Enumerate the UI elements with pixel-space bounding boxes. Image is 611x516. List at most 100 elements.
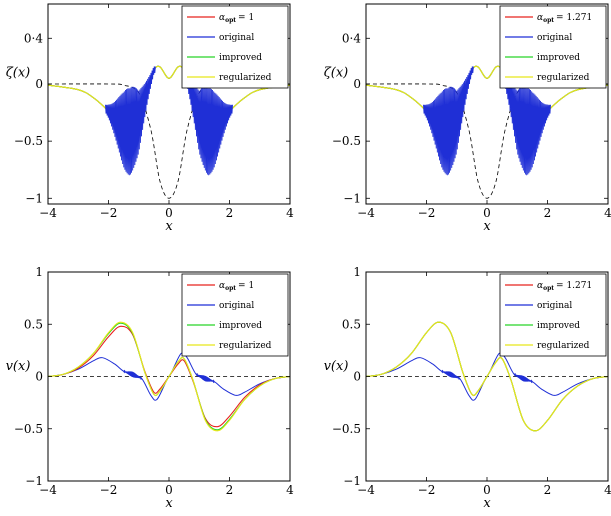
x-tick-label: −2 [100,206,118,220]
legend-alpha-value: = 1 [238,13,254,23]
x-axis-label: x [165,219,173,234]
legend-alpha-value: = 1.271 [556,281,592,291]
y-axis-label: ζ(x) [6,66,31,81]
dashed-reference-line [366,83,608,199]
oscillation-band [105,66,156,176]
legend-box [499,5,607,89]
legend-label: improved [219,53,262,63]
y-axis-label: v(x) [6,359,31,374]
plot-area [48,321,290,432]
legend-label: original [537,33,572,43]
y-tick-label: −0.5 [332,134,361,148]
oscillation-band [513,372,533,384]
legend-label: αopt = 1 [219,13,254,24]
oscillation-band [195,372,215,384]
x-axis-label: x [165,496,173,511]
legend-label: regularized [537,341,590,351]
oscillation-band [123,369,143,381]
y-tick-label: 1 [353,265,361,279]
legend: αopt = 1 original improved regularized [181,273,289,357]
legend-box [181,5,289,89]
x-tick-label: −4 [357,483,375,497]
y-axis-label: v(x) [324,359,349,374]
panel-top-left: −4 −2 0 2 4 −1 −0.5 0 0·4 x ζ(x) αopt = 1 original imp… [6,3,294,234]
legend-alpha-value: = 1.271 [556,13,592,23]
oscillation-band [441,369,461,381]
y-tick-label: −0.5 [14,422,43,436]
legend-label: αopt = 1 [219,281,254,292]
y-axis-label: ζ(x) [324,66,349,81]
legend: αopt = 1.271 original improved regularized [499,273,607,357]
legend-label: regularized [219,341,272,351]
x-tick-label: 0 [483,206,491,220]
oscillation-band [423,66,474,176]
y-tick-label: 0 [353,77,361,91]
legend-label: improved [219,321,262,331]
series-line-regularized [366,321,608,432]
plot-area [366,321,608,432]
legend-label: regularized [537,73,590,83]
dashed-reference-line [48,83,290,199]
x-tick-label: −2 [418,483,436,497]
legend-box [181,273,289,357]
x-tick-label: 4 [604,483,611,497]
legend-alpha-subscript: opt [225,285,236,292]
y-tick-label: −1 [343,474,361,488]
legend-label: αopt = 1.271 [537,281,592,292]
legend: αopt = 1.271 original improved regularized [499,5,607,89]
legend-box [499,273,607,357]
y-tick-label: −1 [25,191,43,205]
x-tick-label: 2 [544,206,552,220]
panel-bottom-right: −4 −2 0 2 4 −1 −0.5 0 0.5 1 x v(x) αopt = 1.271 origin… [324,265,611,511]
legend-alpha-symbol: α [537,281,543,291]
x-tick-label: 4 [286,483,294,497]
y-tick-label: 0 [35,77,43,91]
x-tick-label: −4 [39,483,57,497]
x-tick-label: 2 [226,206,234,220]
x-tick-label: 0 [165,206,173,220]
y-tick-label: 0·4 [342,31,361,45]
x-tick-label: 0 [483,483,491,497]
legend-alpha-symbol: α [537,13,543,23]
x-tick-label: −4 [39,206,57,220]
y-tick-label: 0·4 [24,31,43,45]
x-tick-label: 2 [544,483,552,497]
legend-label: αopt = 1.271 [537,13,592,24]
panel-bottom-left: −4 −2 0 2 4 −1 −0.5 0 0.5 1 x v(x) αopt = 1 original im… [6,265,295,511]
y-tick-label: 0.5 [24,317,43,331]
legend-label: original [219,33,254,43]
y-tick-label: 0.5 [342,317,361,331]
x-axis-label: x [483,219,491,234]
legend-alpha-symbol: α [219,13,225,23]
y-tick-label: 0 [353,370,361,384]
legend-alpha-value: = 1 [238,281,254,291]
plot-area [366,65,608,199]
x-tick-label: 4 [286,206,294,220]
legend-label: regularized [219,73,272,83]
y-tick-label: −1 [25,474,43,488]
x-tick-label: 0 [165,483,173,497]
legend-alpha-subscript: opt [543,17,554,24]
x-tick-label: 2 [226,483,234,497]
x-tick-label: −4 [357,206,375,220]
legend-label: improved [537,321,580,331]
legend-label: original [537,301,572,311]
legend-label: original [219,301,254,311]
legend-alpha-subscript: opt [225,17,236,24]
y-tick-label: −1 [343,191,361,205]
oscillation-band [500,66,551,176]
legend-alpha-symbol: α [219,281,225,291]
y-tick-label: −0.5 [14,134,43,148]
x-tick-label: −2 [100,483,118,497]
y-tick-label: −0.5 [332,422,361,436]
oscillation-band [182,66,233,176]
legend: αopt = 1 original improved regularized [181,5,289,89]
x-axis-label: x [483,496,491,511]
legend-alpha-subscript: opt [543,285,554,292]
panel-top-right: −4 −2 0 2 4 −1 −0.5 0 0·4 x ζ(x) αopt = 1.271 origina… [324,3,611,234]
x-tick-label: −2 [418,206,436,220]
series-line-regularized [48,321,290,432]
y-tick-label: 0 [35,370,43,384]
y-tick-label: 1 [35,265,43,279]
